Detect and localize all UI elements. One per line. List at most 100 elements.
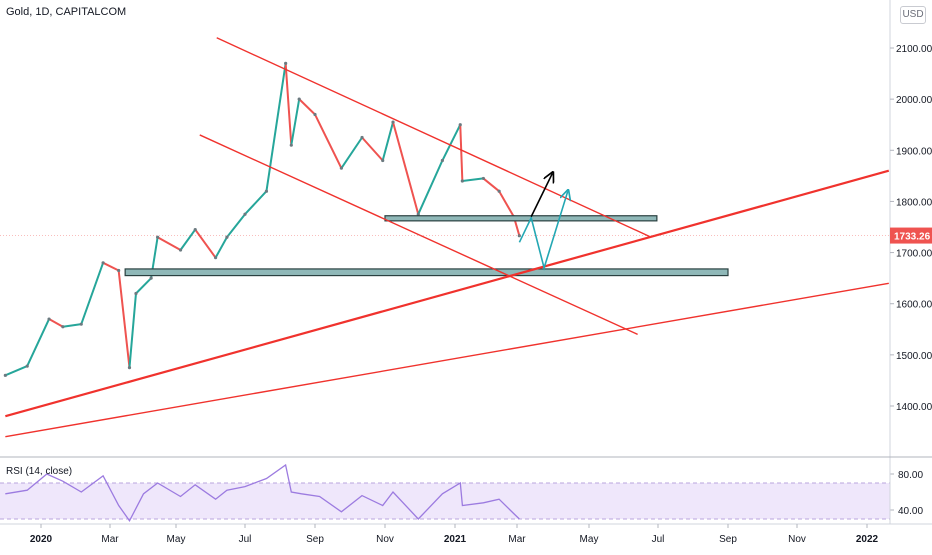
y-tick-label: 1500.00	[896, 351, 932, 362]
price-point	[149, 276, 153, 280]
price-point	[243, 212, 247, 216]
price-segment	[392, 121, 420, 216]
price-point	[264, 189, 269, 193]
price-point	[440, 158, 444, 163]
price-point	[381, 158, 385, 163]
price-point	[360, 135, 364, 140]
rsi-band	[0, 483, 890, 519]
price-point	[61, 325, 65, 329]
x-tick-label: 2022	[856, 534, 879, 545]
price-point	[497, 189, 501, 193]
price-point	[297, 97, 301, 101]
price-point	[289, 143, 293, 147]
price-segment	[298, 98, 316, 116]
trendline	[199, 134, 638, 336]
price-segment	[459, 123, 464, 182]
price-point	[481, 176, 485, 181]
price-segment	[194, 228, 217, 259]
rsi-tick-label: 80.00	[898, 470, 923, 481]
price-segment	[179, 228, 197, 252]
price-point	[25, 364, 29, 368]
projection-path	[518, 191, 567, 271]
y-tick-label: 1700.00	[896, 249, 932, 260]
price-segment	[284, 62, 293, 147]
price-point	[193, 227, 197, 232]
y-tick-label: 1400.00	[896, 402, 932, 413]
price-point	[47, 317, 51, 321]
price-segment	[134, 277, 153, 295]
price-segment	[80, 261, 105, 326]
trendline	[216, 37, 652, 238]
price-segment	[482, 177, 501, 193]
x-tick-label: Nov	[376, 534, 394, 545]
x-tick-label: May	[580, 534, 599, 545]
price-segment	[417, 159, 444, 216]
price-segment	[265, 62, 287, 193]
x-tick-label: 2021	[444, 534, 467, 545]
price-segment	[381, 121, 395, 162]
price-point	[3, 373, 7, 377]
price-segment	[214, 236, 228, 259]
price-point	[178, 248, 183, 252]
price-point	[101, 261, 105, 265]
x-tick-label: May	[167, 534, 186, 545]
price-segment	[244, 190, 268, 216]
price-point	[458, 123, 462, 127]
y-tick-label: 2100.00	[896, 44, 932, 55]
last-price-label: 1733.26	[894, 232, 931, 243]
y-tick-label: 2000.00	[896, 95, 932, 106]
price-segment	[117, 269, 131, 369]
x-tick-label: Nov	[788, 534, 806, 545]
rsi-label: RSI (14, close)	[6, 466, 73, 477]
rsi-panel: 80.00 40.00	[0, 463, 923, 523]
price-segment	[314, 113, 343, 170]
price-point	[313, 112, 317, 117]
price-point	[339, 166, 343, 170]
support-zone	[384, 215, 658, 222]
support-zone	[124, 268, 729, 277]
drawings	[0, 37, 890, 438]
x-tick-label: Jul	[652, 534, 665, 545]
price-point	[391, 120, 395, 124]
price-segment	[61, 323, 83, 328]
price-segment	[128, 292, 137, 369]
price-point	[134, 291, 138, 296]
price-segment	[498, 190, 515, 218]
trendline	[5, 169, 890, 418]
rsi-line	[5, 463, 520, 523]
price-segment	[290, 98, 301, 147]
price-segment	[48, 318, 64, 328]
trendline	[5, 282, 889, 438]
rsi-tick-label: 40.00	[898, 506, 923, 517]
price-point	[225, 235, 229, 239]
symbol-title: Gold, 1D, CAPITALCOM	[6, 6, 127, 18]
price-series	[3, 61, 521, 377]
last-price-badge	[890, 227, 932, 244]
x-tick-label: Mar	[508, 534, 526, 545]
price-segment	[156, 236, 182, 252]
price-point	[127, 366, 132, 370]
y-tick-label: 1900.00	[896, 146, 932, 157]
price-segment	[26, 318, 51, 368]
price-segment	[340, 136, 364, 170]
price-segment	[4, 365, 29, 377]
y-tick-label: 1800.00	[896, 197, 932, 208]
price-segment	[361, 136, 384, 162]
x-tick-label: Sep	[719, 534, 737, 545]
price-point	[79, 322, 83, 326]
price-point	[460, 179, 464, 183]
price-point	[156, 235, 160, 239]
y-tick-label: 1600.00	[896, 300, 932, 311]
x-tick-label: Mar	[101, 534, 119, 545]
x-tick-label: Jul	[239, 534, 252, 545]
x-tick-label: Sep	[306, 534, 324, 545]
currency-badge[interactable]: USD	[900, 6, 926, 24]
price-segment	[102, 261, 120, 272]
price-segment	[225, 213, 246, 239]
price-point	[213, 256, 218, 260]
price-point	[416, 212, 420, 216]
price-segment	[461, 177, 485, 182]
